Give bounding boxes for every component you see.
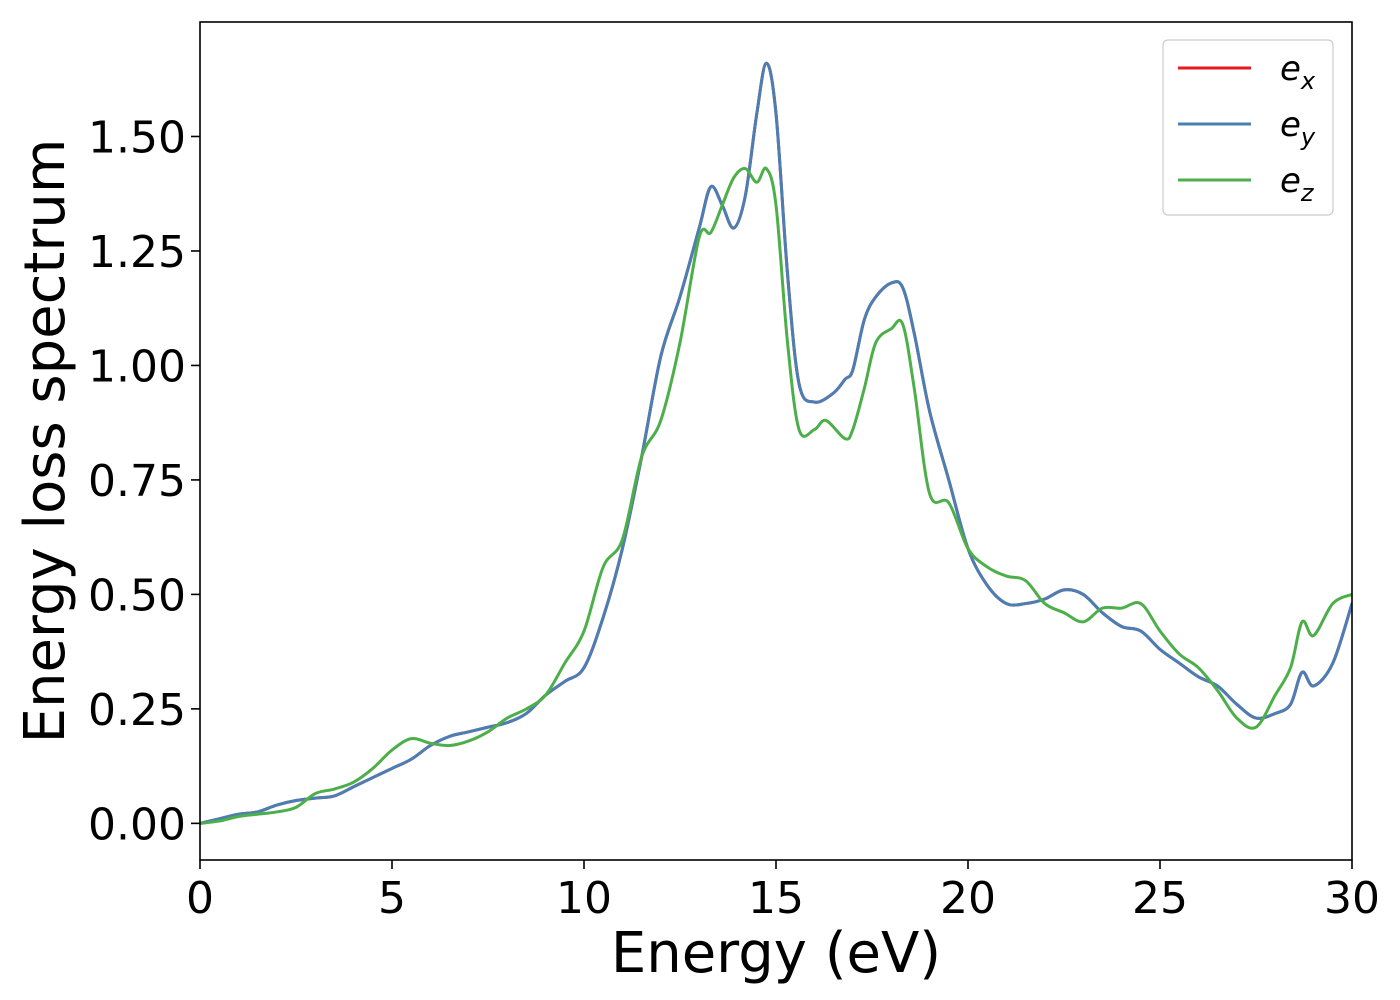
y-tick-label: 1.00 [88, 341, 186, 392]
x-tick-label: 20 [940, 873, 996, 924]
y-tick-label: 0.50 [88, 570, 186, 621]
legend-label-z: ez [1280, 161, 1315, 207]
y-tick-label: 1.50 [88, 112, 186, 163]
x-tick-label: 5 [378, 873, 406, 924]
y-axis-label: Energy loss spectrum [13, 139, 78, 744]
x-tick-label: 10 [556, 873, 612, 924]
legend-label-x: ex [1280, 49, 1316, 95]
legend-box [1162, 39, 1334, 216]
x-tick-label: 30 [1324, 873, 1380, 924]
y-tick-label: 0.25 [88, 685, 186, 736]
y-tick-label: 0.00 [88, 799, 186, 850]
legend-label-y: ey [1280, 105, 1316, 151]
x-axis-label: Energy (eV) [611, 921, 941, 986]
series-line-z [200, 166, 1352, 825]
y-axis-ticks: 0.00 0.25 0.50 0.75 1.00 1.25 1.50 [88, 112, 200, 850]
series-line-y [200, 61, 1352, 825]
series-layer [200, 61, 1352, 825]
x-tick-label: 15 [748, 873, 804, 924]
y-tick-label: 0.75 [88, 456, 186, 507]
legend: ex ey ez [1162, 39, 1334, 216]
x-axis-ticks: 0 5 10 15 20 25 30 [186, 860, 1380, 924]
x-tick-label: 0 [186, 873, 214, 924]
y-tick-label: 1.25 [88, 227, 186, 278]
x-tick-label: 25 [1132, 873, 1188, 924]
